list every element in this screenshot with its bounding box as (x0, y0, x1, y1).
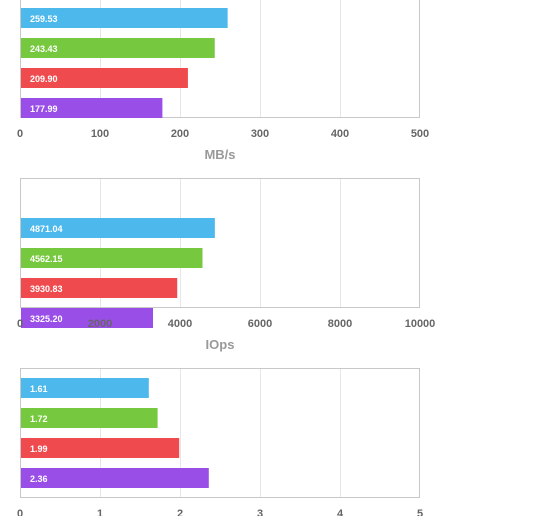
x-tick-label: 0 (17, 128, 23, 140)
x-tick-label: 2000 (88, 318, 112, 330)
x-tick-label: 6000 (248, 318, 272, 330)
bar-data-label: 4562.15 (30, 254, 63, 264)
bar (21, 218, 215, 238)
bar-data-label: 1.99 (30, 444, 48, 454)
chart-2: 4871.04 4562.15 3930.83 3325.20 0 2000 4000 600… (17, 178, 436, 352)
chart-3: 1.61 1.72 1.99 2.36 0 1 2 3 4 5 (17, 368, 423, 520)
bar-data-label: 177.99 (30, 104, 58, 114)
x-tick-label: 5 (417, 508, 423, 516)
x-tick-label: 8000 (328, 318, 352, 330)
bar-data-label: 3325.20 (30, 314, 63, 324)
bar-data-label: 259.53 (30, 14, 58, 24)
x-tick-label: 400 (331, 128, 349, 140)
bar (21, 278, 178, 298)
x-tick-label: 200 (171, 128, 189, 140)
x-axis-label: IOps (206, 337, 235, 352)
bar-data-label: 1.72 (30, 414, 48, 424)
bar (21, 248, 203, 268)
bar (21, 98, 163, 118)
bar-data-label: 209.90 (30, 74, 58, 84)
bar-data-label: 2.36 (30, 474, 48, 484)
x-tick-label: 2 (177, 508, 183, 516)
bar (21, 308, 154, 328)
bar-data-label: 243.43 (30, 44, 58, 54)
x-tick-label: 3 (257, 508, 263, 516)
bar (21, 438, 180, 458)
bar-data-label: 3930.83 (30, 284, 63, 294)
x-tick-label: 4000 (168, 318, 192, 330)
bar (21, 8, 228, 28)
x-tick-label: 10000 (405, 318, 436, 330)
x-tick-label: 500 (411, 128, 429, 140)
x-tick-label: 300 (251, 128, 269, 140)
bar (21, 68, 188, 88)
x-tick-label: 1 (97, 508, 103, 516)
x-axis-label: MB/s (204, 147, 235, 162)
bar-data-label: 1.61 (30, 384, 48, 394)
bar-data-label: 4871.04 (30, 224, 63, 234)
x-tick-label: 4 (337, 508, 344, 516)
bar (21, 468, 209, 488)
bar (21, 38, 215, 58)
chart-1: 259.53 243.43 209.90 177.99 0 100 200 300 400 500… (17, 0, 429, 162)
x-tick-label: 100 (91, 128, 109, 140)
x-tick-label: 0 (17, 508, 23, 516)
bar (21, 378, 149, 398)
x-tick-label: 0 (17, 318, 23, 330)
bar (21, 408, 158, 428)
